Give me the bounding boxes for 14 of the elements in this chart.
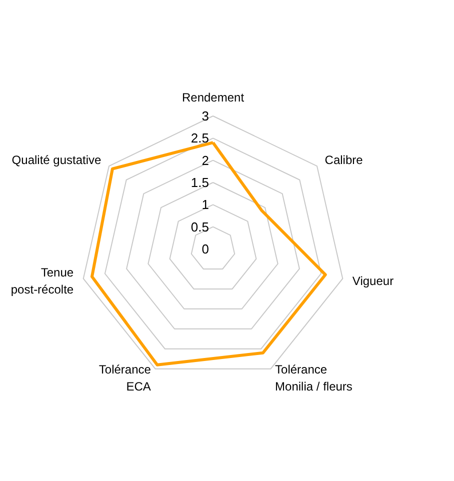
- y-tick-label: 3: [202, 108, 209, 124]
- spoke-label: Qualité gustative: [12, 152, 102, 167]
- spoke-label: Tenue post-récolte: [10, 265, 74, 296]
- spoke-label: Tolérance Monilia / fleurs: [275, 362, 352, 394]
- y-tick-label: 1: [202, 197, 209, 212]
- y-tick-label: 1.5: [190, 175, 209, 190]
- spoke-label: Tolérance ECA: [98, 362, 152, 394]
- y-tick-label: 2: [202, 152, 209, 168]
- y-tick-label: 0.5: [190, 219, 209, 234]
- y-tick-label: 0: [202, 242, 209, 256]
- y-tick-label: 2.5: [190, 130, 209, 146]
- spoke-label: Rendement: [182, 90, 245, 104]
- spoke-label: Calibre: [324, 152, 364, 167]
- spoke-label: Vigueur: [352, 274, 394, 288]
